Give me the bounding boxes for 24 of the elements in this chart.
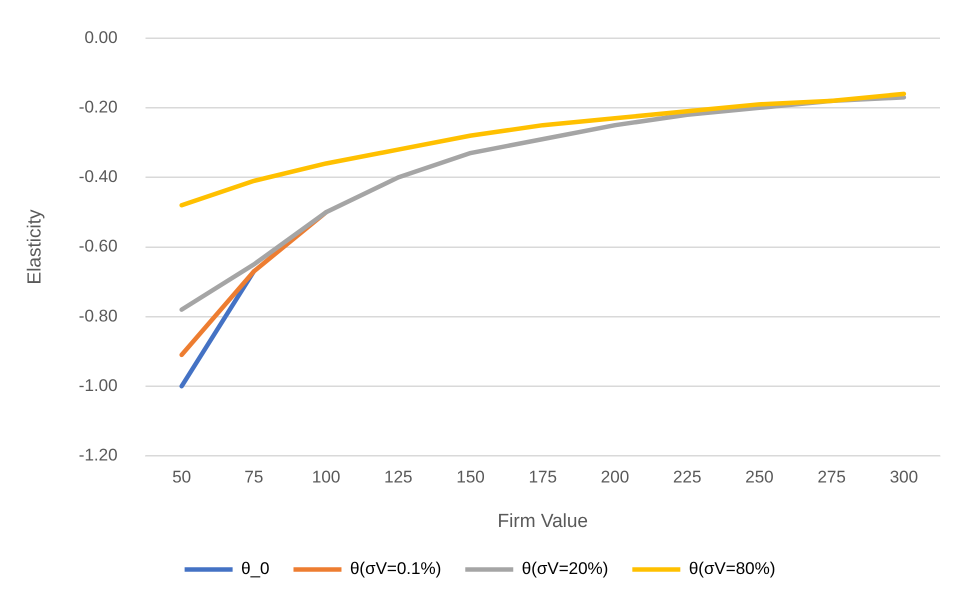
x-tick-label: 225 (673, 468, 702, 487)
y-tick-label: -1.20 (78, 445, 118, 464)
x-tick-label: 200 (600, 468, 630, 487)
x-tick-label: 100 (312, 468, 340, 487)
y-tick-label: 0.00 (84, 28, 118, 47)
x-tick-label: 75 (244, 468, 264, 487)
legend-label: θ_0 (241, 559, 270, 578)
x-tick-label: 150 (456, 468, 485, 487)
y-tick-label: -0.60 (78, 236, 118, 256)
x-tick-label: 275 (817, 468, 846, 487)
y-tick-label: -0.40 (78, 167, 118, 186)
y-axis-title: Elasticity (24, 209, 46, 284)
x-tick-label: 250 (745, 468, 774, 487)
x-tick-label: 175 (528, 468, 557, 487)
x-tick-label: 50 (172, 468, 192, 487)
x-tick-label: 300 (890, 468, 918, 487)
legend-label: θ(σV=80%) (688, 559, 776, 578)
x-tick-label: 125 (384, 468, 413, 487)
y-tick-label: -0.80 (78, 306, 118, 326)
legend-label: θ(σV=0.1%) (350, 559, 442, 578)
y-tick-label: -0.20 (78, 97, 118, 116)
legend-label: θ(σV=20%) (522, 559, 608, 578)
y-tick-label: -1.00 (78, 376, 118, 395)
x-axis-title: Firm Value (498, 510, 588, 532)
